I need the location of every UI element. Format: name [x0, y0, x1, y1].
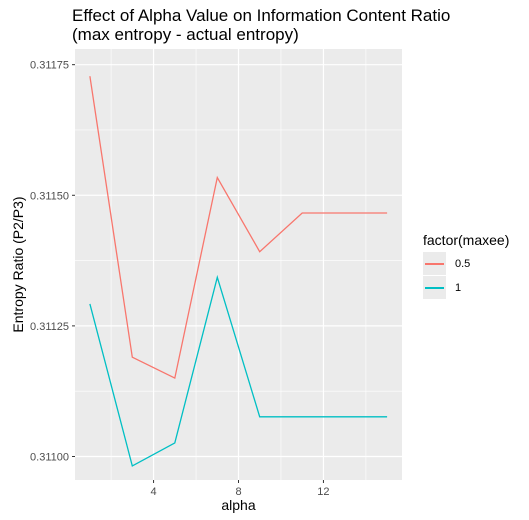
y-tick-label: 0.31125 — [30, 321, 69, 333]
chart-title-line2: (max entropy - actual entropy) — [72, 25, 299, 44]
legend-line-1 — [425, 287, 444, 289]
x-tick-label: 8 — [235, 486, 241, 498]
x-tick-label: 12 — [317, 486, 329, 498]
y-tick-label: 0.31100 — [30, 451, 69, 463]
legend-label-1: 1 — [455, 282, 462, 294]
series-line-0.5 — [89, 76, 388, 380]
legend-title: factor(maxee) — [423, 232, 510, 248]
y-tick-label: 0.31150 — [30, 190, 69, 202]
axis-layer: 4 8 12 0.31100 0.31125 0.31150 0.31175 — [30, 60, 330, 498]
series-line-1 — [89, 274, 388, 467]
x-tick-label: 4 — [151, 486, 157, 498]
x-axis-label: alpha — [221, 497, 255, 513]
legend-key-0.5 — [423, 252, 446, 275]
series-layer — [89, 76, 388, 467]
legend-line-0.5 — [425, 263, 444, 265]
chart-title-line1: Effect of Alpha Value on Information Con… — [72, 6, 451, 25]
y-axis-label: Entropy Ratio (P2/P3) — [10, 196, 26, 332]
legend-label-0.5: 0.5 — [455, 258, 471, 270]
y-tick-label: 0.31175 — [30, 60, 69, 72]
legend-key-1 — [423, 276, 446, 299]
